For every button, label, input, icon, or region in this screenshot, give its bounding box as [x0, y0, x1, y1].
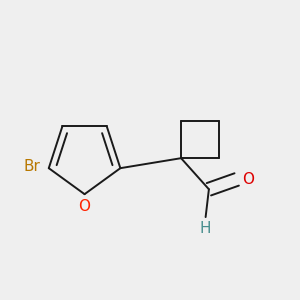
- Text: O: O: [243, 172, 255, 187]
- Text: Br: Br: [24, 159, 40, 174]
- Text: O: O: [79, 199, 91, 214]
- Text: H: H: [200, 221, 212, 236]
